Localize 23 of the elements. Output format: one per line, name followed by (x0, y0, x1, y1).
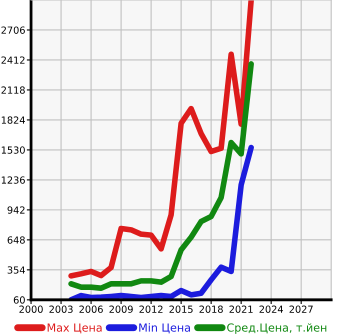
legend-label: Min Цена (139, 323, 190, 334)
x-tick-label: 2024 (260, 306, 283, 313)
y-tick-label: 60 (14, 296, 25, 304)
legend-label: Сред.Цена, т.йен (227, 323, 326, 334)
y-tick-label: 1236 (2, 176, 25, 184)
x-tick-label: 2018 (199, 306, 223, 313)
legend-label: Max Цена (48, 323, 102, 334)
x-tick-label: 2003 (49, 306, 73, 313)
x-tick-label: 2027 (290, 306, 313, 313)
y-tick-label: 1824 (2, 116, 25, 124)
x-tick-label: 2021 (229, 306, 253, 313)
y-tick-label: 648 (8, 236, 25, 244)
y-tick-label: 1530 (2, 146, 25, 154)
x-tick-label: 2009 (109, 306, 133, 313)
y-tick-label: 2118 (1, 86, 25, 94)
y-tick-label: 942 (8, 206, 25, 214)
x-tick-label: 2006 (79, 306, 103, 313)
y-tick-label: 354 (8, 266, 25, 274)
y-tick-label: 2706 (1, 26, 25, 34)
x-tick-label: 2015 (169, 306, 193, 313)
x-tick-label: 2000 (19, 306, 43, 313)
y-tick-label: 2412 (1, 56, 25, 64)
x-tick-label: 2012 (139, 306, 163, 313)
